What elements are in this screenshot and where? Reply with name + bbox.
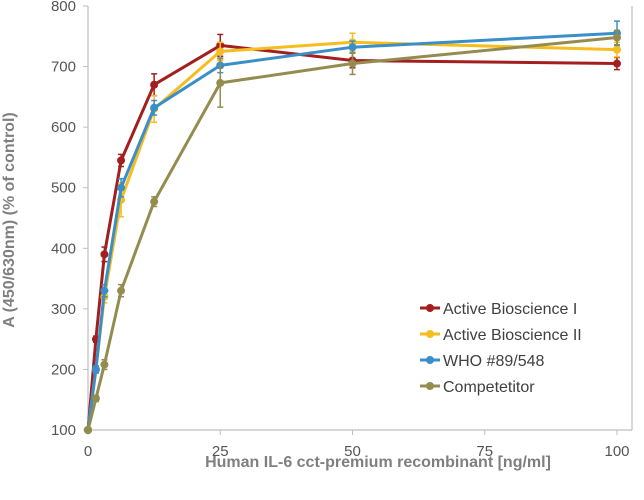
data-point <box>150 103 159 112</box>
x-tick-label: 25 <box>212 443 229 460</box>
series-4 <box>84 29 621 434</box>
y-axis-title: A (450/630nm) (% of control) <box>1 112 18 327</box>
data-point <box>613 33 621 42</box>
y-tick-label: 500 <box>51 180 76 197</box>
series-1 <box>84 33 621 434</box>
data-point <box>91 365 100 374</box>
legend-marker <box>426 382 434 390</box>
y-tick-label: 100 <box>51 422 76 439</box>
data-point <box>117 156 126 165</box>
legend-marker <box>426 330 434 338</box>
x-axis-ticks: 0 25 50 75 100 <box>84 430 630 460</box>
x-tick-label: 50 <box>344 443 361 460</box>
legend-label: WHO #89/548 <box>443 353 544 370</box>
data-point <box>348 43 357 52</box>
x-tick-label: 100 <box>604 443 629 460</box>
y-tick-label: 800 <box>51 0 76 15</box>
data-point <box>613 45 621 54</box>
y-tick-label: 200 <box>51 361 76 378</box>
x-tick-label: 0 <box>84 443 92 460</box>
legend-item: WHO #89/548 <box>420 353 544 370</box>
data-point <box>150 197 159 206</box>
data-point <box>91 394 100 403</box>
legend-label: Active Bioscience II <box>443 327 582 344</box>
data-point <box>84 426 92 434</box>
data-point <box>100 250 109 259</box>
y-axis-ticks: 100 200 300 400 500 600 700 800 <box>51 0 88 439</box>
chart-axes: 0 25 50 75 100 100 200 300 400 500 600 700 800 <box>51 0 633 460</box>
data-point <box>150 80 159 89</box>
data-point <box>613 59 621 68</box>
legend-marker <box>426 304 434 312</box>
y-tick-label: 700 <box>51 59 76 76</box>
legend-item: Active Bioscience II <box>420 327 582 344</box>
x-tick-label: 75 <box>476 443 493 460</box>
data-point <box>100 286 109 295</box>
data-point <box>216 78 225 87</box>
data-point <box>100 360 109 369</box>
legend-item: Competetitor <box>420 379 535 396</box>
data-point <box>348 59 357 68</box>
y-tick-label: 600 <box>51 119 76 136</box>
y-tick-label: 300 <box>51 301 76 318</box>
series-line <box>86 31 618 431</box>
chart-legend: Active Bioscience I Active Bioscience II W… <box>420 301 582 396</box>
legend-item: Active Bioscience I <box>420 301 577 318</box>
data-point <box>117 183 126 192</box>
series-line <box>86 36 618 431</box>
series-3 <box>84 20 621 434</box>
y-tick-label: 400 <box>51 240 76 257</box>
legend-marker <box>426 356 434 364</box>
series-2 <box>84 32 621 434</box>
series-line <box>86 43 618 431</box>
legend-label: Competetitor <box>443 379 535 396</box>
series-layer <box>84 20 621 434</box>
data-point <box>216 47 225 56</box>
legend-label: Active Bioscience I <box>443 301 577 318</box>
x-axis-title: Human IL-6 cct-premium recombinant [ng/m… <box>205 454 551 471</box>
data-point <box>117 286 126 295</box>
